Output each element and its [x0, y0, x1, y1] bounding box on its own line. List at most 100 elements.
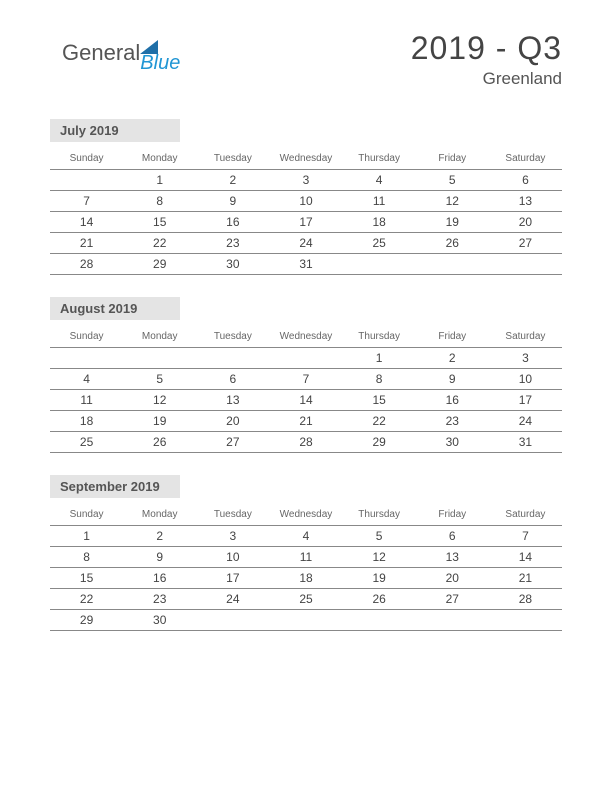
day-cell: 8 — [50, 547, 123, 568]
day-cell: 22 — [123, 233, 196, 254]
day-cell — [489, 610, 562, 631]
month-label: August 2019 — [50, 297, 180, 320]
day-cell — [123, 348, 196, 369]
day-cell: 5 — [343, 526, 416, 547]
day-cell: 31 — [489, 432, 562, 453]
day-header: Wednesday — [269, 148, 342, 170]
day-cell: 23 — [416, 411, 489, 432]
day-cell: 16 — [123, 568, 196, 589]
day-cell — [269, 610, 342, 631]
day-cell: 26 — [123, 432, 196, 453]
table-row: 11121314151617 — [50, 390, 562, 411]
day-cell: 9 — [196, 191, 269, 212]
day-cell: 9 — [123, 547, 196, 568]
day-cell: 18 — [50, 411, 123, 432]
day-cell: 16 — [196, 212, 269, 233]
day-header: Sunday — [50, 326, 123, 348]
table-row: 78910111213 — [50, 191, 562, 212]
day-cell: 8 — [343, 369, 416, 390]
day-cell: 12 — [343, 547, 416, 568]
day-header: Sunday — [50, 504, 123, 526]
day-cell: 19 — [343, 568, 416, 589]
day-cell: 27 — [196, 432, 269, 453]
day-cell: 28 — [269, 432, 342, 453]
day-cell: 13 — [489, 191, 562, 212]
month-block: August 2019 SundayMondayTuesdayWednesdayT… — [50, 297, 562, 453]
day-cell: 29 — [343, 432, 416, 453]
table-row: 15161718192021 — [50, 568, 562, 589]
day-cell — [489, 254, 562, 275]
day-cell: 1 — [343, 348, 416, 369]
day-cell: 10 — [489, 369, 562, 390]
day-cell: 8 — [123, 191, 196, 212]
day-cell — [196, 610, 269, 631]
table-row: 25262728293031 — [50, 432, 562, 453]
day-cell: 11 — [50, 390, 123, 411]
day-cell: 22 — [50, 589, 123, 610]
day-header: Thursday — [343, 504, 416, 526]
day-cell: 23 — [123, 589, 196, 610]
day-cell: 6 — [416, 526, 489, 547]
day-header: Friday — [416, 504, 489, 526]
day-cell: 24 — [196, 589, 269, 610]
day-cell: 13 — [416, 547, 489, 568]
day-cell: 25 — [343, 233, 416, 254]
day-cell — [50, 348, 123, 369]
day-cell: 22 — [343, 411, 416, 432]
table-row: 28293031 — [50, 254, 562, 275]
day-cell: 9 — [416, 369, 489, 390]
page-header: General Blue 2019 - Q3 Greenland — [50, 30, 562, 89]
day-cell: 19 — [416, 212, 489, 233]
day-cell: 24 — [489, 411, 562, 432]
logo: General Blue — [50, 30, 180, 75]
table-row: 123456 — [50, 170, 562, 191]
day-cell: 20 — [416, 568, 489, 589]
day-cell — [269, 348, 342, 369]
region-label: Greenland — [411, 69, 562, 89]
day-cell: 12 — [416, 191, 489, 212]
day-cell: 18 — [343, 212, 416, 233]
day-cell: 6 — [489, 170, 562, 191]
day-cell — [343, 254, 416, 275]
month-label: July 2019 — [50, 119, 180, 142]
day-cell: 25 — [269, 589, 342, 610]
day-cell: 31 — [269, 254, 342, 275]
day-cell: 26 — [343, 589, 416, 610]
day-header: Saturday — [489, 504, 562, 526]
table-row: 21222324252627 — [50, 233, 562, 254]
day-header: Monday — [123, 504, 196, 526]
logo-right: Blue — [140, 40, 180, 75]
table-row: 891011121314 — [50, 547, 562, 568]
month-label: September 2019 — [50, 475, 180, 498]
day-header: Wednesday — [269, 326, 342, 348]
day-cell: 3 — [269, 170, 342, 191]
day-cell: 2 — [196, 170, 269, 191]
day-cell: 17 — [269, 212, 342, 233]
day-cell: 4 — [50, 369, 123, 390]
day-header: Wednesday — [269, 504, 342, 526]
day-header: Friday — [416, 326, 489, 348]
day-cell: 11 — [269, 547, 342, 568]
day-cell: 19 — [123, 411, 196, 432]
day-cell — [196, 348, 269, 369]
day-cell — [416, 610, 489, 631]
day-cell: 14 — [269, 390, 342, 411]
day-cell: 27 — [489, 233, 562, 254]
table-row: 18192021222324 — [50, 411, 562, 432]
day-cell: 14 — [489, 547, 562, 568]
calendar-table: SundayMondayTuesdayWednesdayThursdayFrid… — [50, 326, 562, 453]
title-block: 2019 - Q3 Greenland — [411, 30, 562, 89]
day-cell: 28 — [50, 254, 123, 275]
month-block: September 2019SundayMondayTuesdayWednesd… — [50, 475, 562, 631]
day-cell: 26 — [416, 233, 489, 254]
day-cell: 15 — [123, 212, 196, 233]
day-cell: 24 — [269, 233, 342, 254]
logo-text-blue: Blue — [140, 52, 180, 75]
day-header: Thursday — [343, 148, 416, 170]
day-cell: 16 — [416, 390, 489, 411]
day-header: Monday — [123, 148, 196, 170]
day-cell: 30 — [123, 610, 196, 631]
day-cell: 17 — [489, 390, 562, 411]
day-cell: 3 — [196, 526, 269, 547]
day-cell: 25 — [50, 432, 123, 453]
